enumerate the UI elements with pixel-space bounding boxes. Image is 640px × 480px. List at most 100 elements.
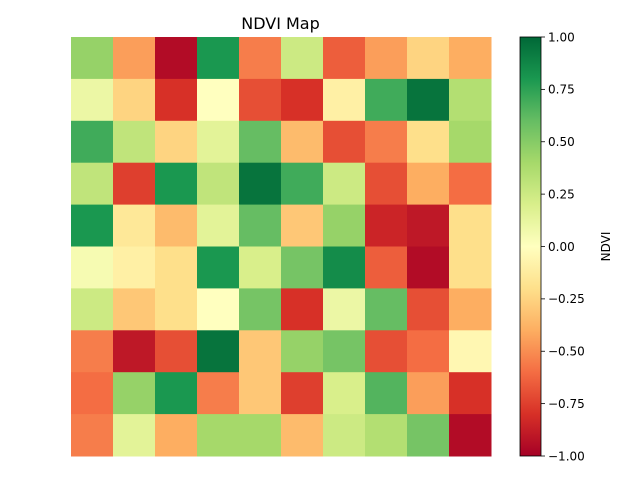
heatmap-cell-r7-c9 [449, 330, 492, 373]
heatmap-cell-r2-c3 [197, 120, 240, 164]
heatmap-cell-r6-c8 [407, 288, 450, 331]
heatmap-cell-r7-c7 [365, 330, 408, 373]
heatmap-cell-r4-c3 [197, 204, 240, 247]
heatmap-cell-r0-c2 [155, 37, 198, 80]
heatmap-cell-r5-c2 [155, 246, 198, 289]
heatmap-cell-r0-c3 [197, 37, 240, 80]
heatmap-cell-r5-c5 [281, 246, 324, 289]
heatmap-cell-r8-c3 [197, 372, 240, 415]
heatmap-cell-r4-c7 [365, 204, 408, 247]
heatmap-cell-r1-c0 [71, 78, 114, 122]
heatmap-cell-r6-c6 [323, 288, 366, 331]
heatmap-cell-r5-c6 [323, 246, 366, 289]
heatmap-cell-r6-c0 [71, 288, 114, 331]
heatmap-cell-r3-c1 [113, 162, 156, 206]
heatmap-cell-r6-c1 [113, 288, 156, 331]
heatmap-cell-r0-c4 [239, 37, 282, 80]
heatmap-cell-r8-c7 [365, 372, 408, 415]
colorbar-tick-label: −0.25 [548, 292, 585, 306]
colorbar-label: NDVI [599, 232, 613, 262]
heatmap-cell-r2-c5 [281, 120, 324, 164]
heatmap-cell-r6-c3 [197, 288, 240, 331]
heatmap-cell-r7-c3 [197, 330, 240, 373]
colorbar-tick-label: 0.50 [548, 135, 575, 149]
heatmap-cell-r8-c6 [323, 372, 366, 415]
heatmap-cell-r7-c1 [113, 330, 156, 373]
heatmap-cell-r0-c6 [323, 37, 366, 80]
heatmap-cell-r2-c7 [365, 120, 408, 164]
heatmap-cell-r9-c3 [197, 414, 240, 457]
colorbar-tick-label: −1.00 [548, 449, 585, 463]
heatmap-cell-r2-c0 [71, 120, 114, 164]
heatmap-cell-r4-c4 [239, 204, 282, 247]
heatmap-cell-r0-c0 [71, 37, 114, 80]
heatmap-cell-r3-c4 [239, 162, 282, 206]
heatmap-cell-r0-c1 [113, 37, 156, 80]
heatmap-cell-r8-c1 [113, 372, 156, 415]
heatmap-cell-r7-c6 [323, 330, 366, 373]
colorbar [519, 36, 542, 457]
colorbar-tick-label: 0.25 [548, 187, 575, 201]
heatmap-cell-r1-c3 [197, 78, 240, 122]
heatmap-cell-r5-c0 [71, 246, 114, 289]
heatmap-cell-r1-c4 [239, 78, 282, 122]
heatmap-cell-r3-c7 [365, 162, 408, 206]
heatmap-cell-r2-c2 [155, 120, 198, 164]
heatmap-cell-r3-c6 [323, 162, 366, 206]
heatmap-cell-r5-c4 [239, 246, 282, 289]
heatmap-cell-r6-c7 [365, 288, 408, 331]
heatmap-cell-r7-c8 [407, 330, 450, 373]
heatmap-cell-r0-c9 [449, 37, 492, 80]
heatmap-cell-r7-c4 [239, 330, 282, 373]
heatmap-cell-r7-c5 [281, 330, 324, 373]
heatmap-cell-r3-c8 [407, 162, 450, 206]
heatmap-cell-r1-c8 [407, 78, 450, 122]
heatmap-cell-r4-c1 [113, 204, 156, 247]
heatmap-cell-r5-c7 [365, 246, 408, 289]
heatmap-cell-r9-c6 [323, 414, 366, 457]
heatmap-cell-r5-c3 [197, 246, 240, 289]
heatmap-cell-r7-c0 [71, 330, 114, 373]
heatmap-grid [71, 37, 492, 457]
chart-title: NDVI Map [241, 14, 320, 33]
heatmap-cell-r2-c9 [449, 120, 492, 164]
heatmap-cell-r4-c5 [281, 204, 324, 247]
heatmap-cell-r7-c2 [155, 330, 198, 373]
heatmap-cell-r3-c3 [197, 162, 240, 206]
heatmap-cell-r9-c4 [239, 414, 282, 457]
heatmap-cell-r3-c2 [155, 162, 198, 206]
heatmap-cell-r1-c7 [365, 78, 408, 122]
heatmap-cell-r8-c8 [407, 372, 450, 415]
heatmap-cell-r2-c8 [407, 120, 450, 164]
heatmap-cell-r1-c1 [113, 78, 156, 122]
heatmap-cell-r6-c9 [449, 288, 492, 331]
heatmap-cell-r5-c9 [449, 246, 492, 289]
heatmap-cell-r1-c5 [281, 78, 324, 122]
heatmap-cell-r2-c6 [323, 120, 366, 164]
heatmap-cell-r9-c0 [71, 414, 114, 457]
heatmap-cell-r6-c4 [239, 288, 282, 331]
heatmap-cell-r9-c5 [281, 414, 324, 457]
heatmap-cell-r3-c5 [281, 162, 324, 206]
heatmap-cell-r0-c7 [365, 37, 408, 80]
heatmap-cell-r8-c9 [449, 372, 492, 415]
heatmap-cell-r3-c9 [449, 162, 492, 206]
heatmap-cell-r8-c0 [71, 372, 114, 415]
heatmap-cell-r9-c1 [113, 414, 156, 457]
colorbar-tick-label: 0.00 [548, 240, 575, 254]
heatmap-cell-r5-c8 [407, 246, 450, 289]
heatmap-cell-r4-c8 [407, 204, 450, 247]
colorbar-ticks: 1.00 0.75 0.50 0.25 0.00 −0.25 −0.50 −0.75 −1.00 [541, 30, 585, 463]
heatmap-cell-r8-c2 [155, 372, 198, 415]
heatmap-cell-r4-c6 [323, 204, 366, 247]
heatmap-cell-r3-c0 [71, 162, 114, 206]
heatmap-cell-r9-c7 [365, 414, 408, 457]
heatmap-cell-r4-c9 [449, 204, 492, 247]
heatmap-cell-r1-c2 [155, 78, 198, 122]
heatmap-cell-r4-c0 [71, 204, 114, 247]
colorbar-tick-label: 0.75 [548, 83, 575, 97]
heatmap-cell-r5-c1 [113, 246, 156, 289]
colorbar-tick-label: 1.00 [548, 30, 575, 44]
heatmap-cell-r9-c9 [449, 414, 492, 457]
